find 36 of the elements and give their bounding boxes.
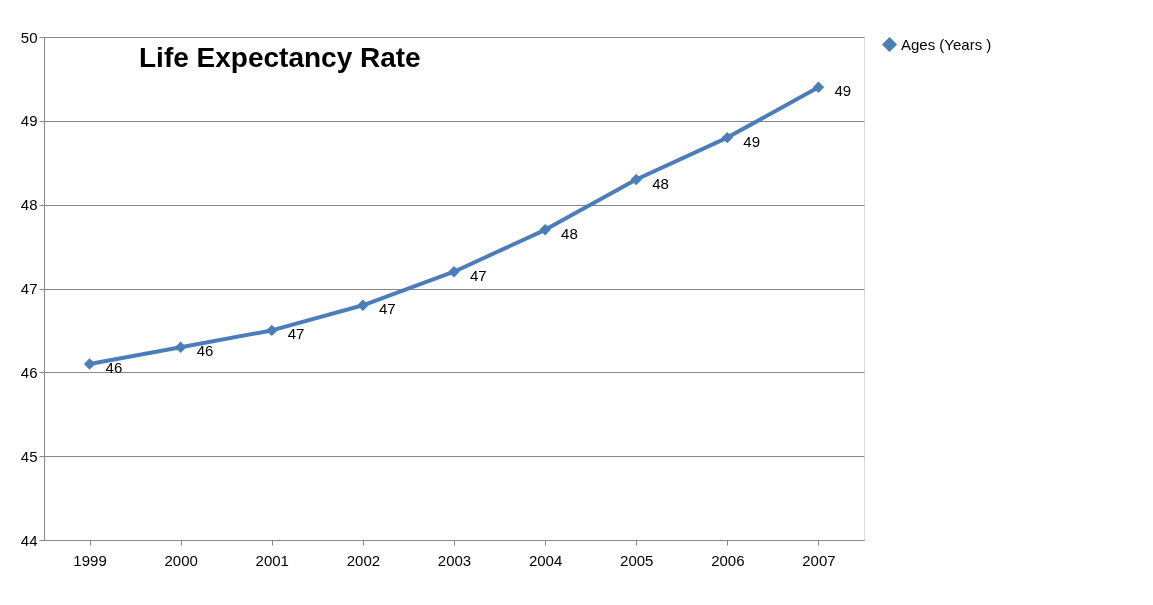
x-tick-label: 2000 (164, 551, 198, 569)
x-tick-label: 2005 (620, 551, 654, 569)
data-label: 47 (287, 325, 305, 343)
x-tick-label: 2004 (528, 551, 563, 569)
data-label: 49 (834, 82, 852, 100)
y-tick-label: 49 (20, 112, 38, 130)
point (266, 324, 278, 337)
point (812, 81, 825, 93)
point (630, 173, 642, 186)
y-tick-label: 46 (20, 363, 38, 381)
y-tick-label: 47 (20, 280, 38, 297)
chart-title: Life Expectancy Rate (139, 42, 421, 73)
data-label: 47 (378, 300, 396, 318)
point (539, 224, 551, 236)
data-label: 46 (196, 342, 214, 360)
x-tick-label: 2007 (802, 551, 836, 569)
data-label: 47 (470, 266, 487, 284)
point (721, 131, 734, 144)
x-tick-label: 2001 (255, 551, 289, 569)
data-label: 48 (652, 174, 669, 192)
x-tick-label: 2006 (711, 551, 745, 569)
data-label: 48 (561, 224, 578, 242)
point (174, 341, 187, 353)
x-tick-label: 2002 (346, 551, 381, 569)
y-tick-label: 45 (20, 447, 38, 465)
point (448, 266, 460, 278)
y-tick-label: 44 (20, 531, 38, 549)
y-tick-label: 50 (20, 28, 38, 46)
y-tick-label: 48 (20, 196, 38, 214)
point (83, 358, 96, 370)
x-tick-label: 2003 (437, 551, 472, 569)
point (357, 299, 369, 311)
legend-label: Ages (Years ) (901, 35, 992, 53)
data-label: 46 (105, 358, 123, 376)
data-label: 49 (743, 132, 761, 150)
x-tick-label: 1999 (73, 551, 107, 569)
